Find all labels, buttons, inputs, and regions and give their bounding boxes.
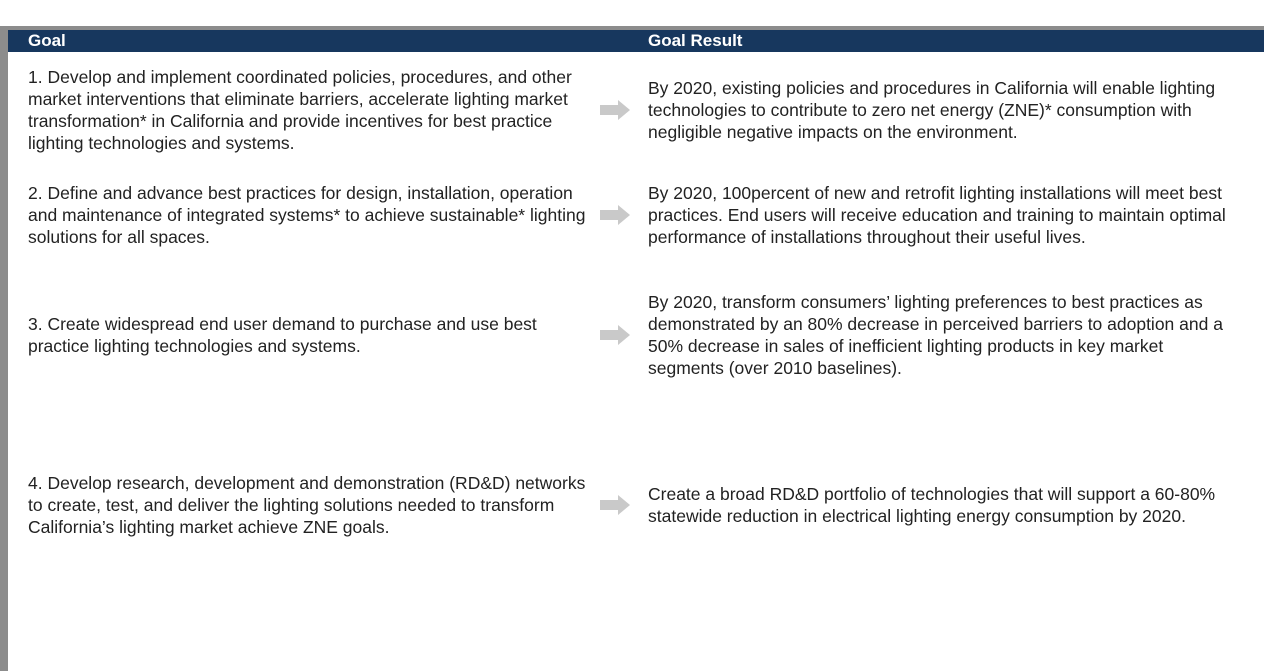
header-result: Goal Result [648,31,743,50]
goal-cell: 1. Develop and implement coordinated pol… [28,67,572,153]
result-cell: By 2020, transform consumers’ lighting p… [648,292,1223,378]
arrow-icon [600,100,630,120]
result-cell: By 2020, existing policies and procedure… [648,78,1216,142]
result-cell: Create a broad RD&D portfolio of technol… [648,484,1216,526]
arrow-icon [600,495,630,515]
result-cell: By 2020, 100percent of new and retrofit … [648,183,1226,247]
table-row: 3. Create widespread end user demand to … [8,265,1264,405]
arrow-shape [600,325,630,345]
table-row: 2. Define and advance best practices for… [8,165,1264,265]
arrow-icon [600,325,630,345]
header-goal: Goal [28,31,66,50]
arrow-shape [600,495,630,515]
table-header: Goal Goal Result [8,30,1264,52]
frame [0,26,1264,671]
table-row: 1. Develop and implement coordinated pol… [8,55,1264,165]
goal-cell: 4. Develop research, development and dem… [28,473,586,537]
arrow-icon [600,205,630,225]
arrow-shape [600,205,630,225]
arrow-shape [600,100,630,120]
table-row: 4. Develop research, development and dem… [8,405,1264,605]
goal-cell: 2. Define and advance best practices for… [28,183,586,247]
goal-cell: 3. Create widespread end user demand to … [28,314,537,356]
